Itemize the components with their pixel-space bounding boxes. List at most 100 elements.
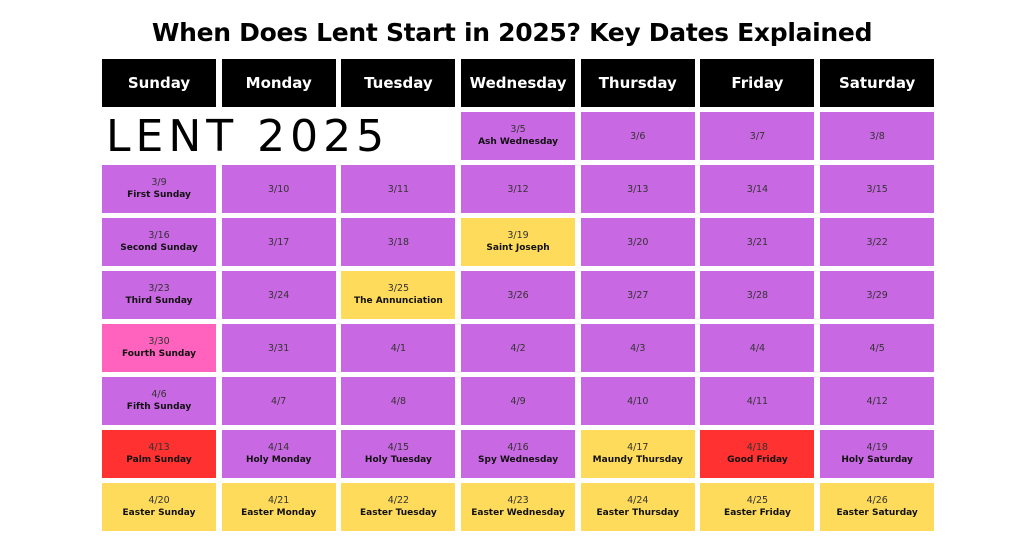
- day-observance-label: Fifth Sunday: [126, 402, 192, 412]
- day-date: 3/11: [387, 183, 410, 195]
- day-date: 4/21: [268, 495, 290, 506]
- day-date: 3/13: [627, 183, 649, 195]
- day-header-monday: Monday: [221, 59, 336, 107]
- day-observance-label: Third Sunday: [125, 296, 193, 306]
- calendar-day-cell: 3/16 Second Sunday: [102, 218, 216, 266]
- calendar-day-cell: 3/6: [580, 112, 695, 160]
- day-observance-label: Second Sunday: [120, 243, 198, 253]
- day-date: 4/6: [151, 389, 167, 400]
- day-date: 4/3: [630, 342, 646, 354]
- calendar-day-cell: 4/13 Palm Sunday: [102, 430, 216, 478]
- calendar-day-cell: 3/15: [820, 165, 935, 213]
- day-date: 4/2: [510, 342, 526, 354]
- day-observance-label: Holy Tuesday: [364, 455, 432, 465]
- calendar-day-cell: 3/13: [580, 165, 695, 213]
- calendar-day-cell: 4/5: [820, 324, 935, 372]
- day-date: 3/7: [749, 130, 766, 142]
- day-observance-label: Easter Wednesday: [471, 508, 565, 518]
- calendar-day-cell: 4/22 Easter Tuesday: [341, 483, 456, 531]
- calendar-day-cell: 4/6 Fifth Sunday: [102, 377, 216, 425]
- calendar-day-cell: 4/12: [820, 377, 935, 425]
- calendar-day-cell: 3/26: [461, 271, 576, 319]
- day-date: 3/8: [869, 130, 885, 142]
- day-date: 3/17: [268, 236, 290, 248]
- day-date: 3/22: [866, 236, 888, 248]
- day-date: 4/18: [746, 442, 769, 453]
- calendar-day-cell: 4/24 Easter Thursday: [580, 483, 695, 531]
- day-observance-label: Easter Monday: [241, 508, 317, 518]
- page-title: When Does Lent Start in 2025? Key Dates …: [151, 18, 873, 47]
- day-date: 3/15: [866, 183, 888, 195]
- calendar-day-cell: 4/15 Holy Tuesday: [341, 430, 456, 478]
- calendar-day-cell: 4/19 Holy Saturday: [820, 430, 935, 478]
- day-date: 3/6: [630, 130, 646, 142]
- day-date: 4/15: [387, 442, 410, 453]
- calendar-day-cell: 3/22: [820, 218, 935, 266]
- calendar-day-cell: 3/31: [221, 324, 336, 372]
- day-date: 3/18: [387, 236, 410, 248]
- calendar-day-cell: 4/21 Easter Monday: [221, 483, 336, 531]
- calendar-day-cell: 3/11: [341, 165, 456, 213]
- day-date: 3/27: [627, 289, 649, 301]
- day-date: 3/16: [148, 230, 170, 241]
- calendar-day-cell: 3/23 Third Sunday: [102, 271, 216, 319]
- day-date: 3/19: [507, 230, 529, 241]
- day-date: 4/13: [148, 442, 170, 453]
- calendar-day-cell: 3/14: [700, 165, 815, 213]
- calendar-day-cell: 3/12: [461, 165, 576, 213]
- day-date: 4/7: [271, 395, 287, 407]
- calendar-day-cell: 3/29: [820, 271, 935, 319]
- calendar-day-cell: 4/11: [700, 377, 815, 425]
- day-observance-label: Fourth Sunday: [121, 349, 197, 359]
- day-date: 3/20: [627, 236, 649, 248]
- calendar-day-cell: 4/23 Easter Wednesday: [461, 483, 576, 531]
- day-observance-label: Easter Thursday: [596, 508, 679, 518]
- calendar-day-cell: 4/26 Easter Saturday: [820, 483, 935, 531]
- day-date: 4/14: [268, 442, 290, 453]
- calendar-day-cell: 3/20: [580, 218, 695, 266]
- calendar-day-cell: 3/10: [221, 165, 336, 213]
- day-date: 3/30: [148, 336, 170, 347]
- day-date: 4/10: [627, 395, 649, 407]
- day-date: 4/19: [866, 442, 888, 453]
- day-date: 3/28: [746, 289, 769, 301]
- day-date: 3/31: [268, 342, 290, 354]
- calendar-day-cell: 3/19 Saint Joseph: [461, 218, 576, 266]
- day-date: 4/12: [866, 395, 888, 407]
- lent-calendar-grid: Sunday Monday Tuesday Wednesday Thursday Frid…: [102, 59, 935, 531]
- calendar-day-cell: 3/7: [700, 112, 815, 160]
- day-date: 4/23: [507, 495, 529, 506]
- day-date: 4/16: [507, 442, 529, 453]
- lent-2025-banner: LENT 2025: [106, 110, 390, 162]
- day-observance-label: Ash Wednesday: [478, 137, 559, 147]
- day-header-saturday: Saturday: [820, 59, 935, 107]
- day-date: 4/20: [148, 495, 170, 506]
- calendar-day-cell: 3/24: [221, 271, 336, 319]
- day-date: 4/5: [869, 342, 885, 354]
- calendar-day-cell: 4/25 Easter Friday: [700, 483, 815, 531]
- calendar-day-cell: 3/27: [580, 271, 695, 319]
- day-header-friday: Friday: [700, 59, 815, 107]
- day-observance-label: Holy Monday: [245, 455, 312, 465]
- day-date: 3/29: [866, 289, 888, 301]
- calendar-day-cell: 3/30 Fourth Sunday: [102, 324, 216, 372]
- day-date: 3/10: [268, 183, 290, 195]
- day-date: 3/24: [268, 289, 290, 301]
- calendar-day-cell: 4/18 Good Friday: [700, 430, 815, 478]
- day-date: 4/11: [746, 395, 769, 407]
- calendar-day-cell: 4/17 Maundy Thursday: [580, 430, 695, 478]
- day-date: 4/24: [627, 495, 649, 506]
- calendar-day-cell: 4/7: [221, 377, 336, 425]
- day-header-sunday: Sunday: [102, 59, 216, 107]
- calendar-day-cell: 3/8: [820, 112, 935, 160]
- day-date: 4/22: [387, 495, 410, 506]
- day-date: 4/1: [390, 342, 407, 354]
- calendar-day-cell: 3/18: [341, 218, 456, 266]
- day-observance-label: The Annunciation: [353, 296, 443, 306]
- calendar-day-cell: 4/8: [341, 377, 456, 425]
- calendar-day-cell: 4/16 Spy Wednesday: [461, 430, 576, 478]
- calendar-day-cell: 3/21: [700, 218, 815, 266]
- day-observance-label: Easter Friday: [724, 508, 791, 518]
- calendar-day-cell: 3/28: [700, 271, 815, 319]
- calendar-day-cell: 3/25 The Annunciation: [341, 271, 456, 319]
